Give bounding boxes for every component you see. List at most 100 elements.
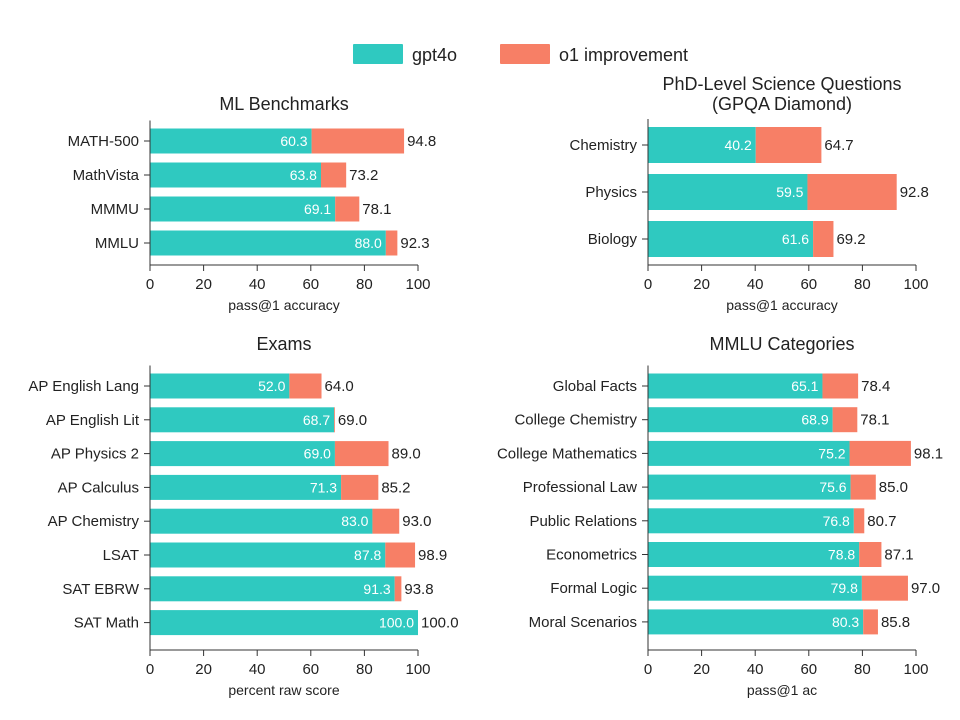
x-tick-label: 20 <box>195 661 212 678</box>
data-label-total: 92.3 <box>400 235 429 252</box>
x-tick-label: 40 <box>747 661 764 678</box>
x-tick-label: 0 <box>644 276 652 293</box>
data-label-gpt4o: 100.0 <box>379 615 414 631</box>
category-label: SAT Math <box>74 615 139 632</box>
legend-swatch-gpt4o <box>353 44 403 64</box>
data-label-gpt4o: 79.8 <box>831 580 858 596</box>
x-tick-label: 60 <box>302 276 319 293</box>
data-label-gpt4o: 87.8 <box>354 547 381 563</box>
bar-o1-improvement <box>289 373 322 399</box>
bar-gpt4o <box>648 609 864 635</box>
category-label: Formal Logic <box>550 580 637 597</box>
category-label: Public Relations <box>529 513 637 530</box>
bar-gpt4o <box>150 407 335 433</box>
bar-o1-improvement <box>849 440 911 466</box>
category-label: AP Chemistry <box>48 513 140 530</box>
category-label: AP English Lang <box>28 378 139 395</box>
bar-gpt4o <box>648 474 851 500</box>
x-tick-label: 100 <box>903 276 928 293</box>
x-tick-label: 60 <box>800 661 817 678</box>
bar-gpt4o <box>150 162 321 188</box>
data-label-gpt4o: 60.3 <box>280 133 307 149</box>
bar-o1-improvement <box>832 407 858 433</box>
chart-panel-2: PhD-Level Science Questions(GPQA Diamond… <box>569 74 928 313</box>
category-label: MATH-500 <box>68 133 139 150</box>
data-label-total: 93.8 <box>404 581 433 598</box>
data-label-total: 78.1 <box>860 412 889 429</box>
x-tick-label: 100 <box>405 276 430 293</box>
x-tick-label: 20 <box>195 276 212 293</box>
x-tick-label: 40 <box>747 276 764 293</box>
bar-o1-improvement <box>311 128 405 154</box>
x-axis-label: pass@1 accuracy <box>228 297 339 313</box>
data-label-total: 100.0 <box>421 615 459 632</box>
category-label: College Mathematics <box>497 445 637 462</box>
x-tick-label: 100 <box>405 661 430 678</box>
category-label: MMMU <box>91 201 139 218</box>
legend-label-o1-improvement: o1 improvement <box>559 45 688 65</box>
bar-gpt4o <box>150 610 418 636</box>
bar-gpt4o <box>648 542 860 567</box>
bar-o1-improvement <box>334 407 335 433</box>
chart-panel-3: Exams AP English Lang 52.0 64.0 AP English L… <box>28 334 458 698</box>
x-tick-label: 80 <box>854 661 871 678</box>
bar-gpt4o <box>648 440 850 466</box>
category-label: Chemistry <box>569 137 637 154</box>
x-tick-label: 80 <box>854 276 871 293</box>
bar-o1-improvement <box>853 508 865 534</box>
data-label-total: 87.1 <box>884 547 913 564</box>
x-tick-label: 60 <box>302 661 319 678</box>
bar-o1-improvement <box>863 609 878 635</box>
bar-gpt4o <box>648 575 862 601</box>
data-label-total: 69.0 <box>338 412 367 429</box>
x-tick-label: 0 <box>644 661 652 678</box>
data-label-gpt4o: 88.0 <box>355 235 382 251</box>
bar-o1-improvement <box>859 542 882 567</box>
data-label-gpt4o: 40.2 <box>724 137 751 153</box>
x-tick-label: 60 <box>800 276 817 293</box>
data-label-total: 85.0 <box>879 479 908 496</box>
bar-gpt4o <box>150 128 312 154</box>
category-label: Physics <box>585 184 637 201</box>
bar-gpt4o <box>150 576 395 602</box>
bar-o1-improvement <box>755 127 822 163</box>
data-label-gpt4o: 63.8 <box>290 167 317 183</box>
bar-o1-improvement <box>385 542 416 568</box>
bar-gpt4o <box>648 508 854 534</box>
data-label-total: 80.7 <box>867 513 896 530</box>
category-label: Biology <box>588 231 638 248</box>
category-label: MMLU <box>95 235 139 252</box>
bar-gpt4o <box>648 174 808 210</box>
bar-o1-improvement <box>334 441 389 467</box>
chart-title: PhD-Level Science Questions <box>662 74 901 94</box>
data-label-gpt4o: 83.0 <box>341 513 368 529</box>
category-label: AP Physics 2 <box>51 446 139 463</box>
category-label: SAT EBRW <box>62 581 140 598</box>
category-label: Global Facts <box>553 378 637 395</box>
data-label-total: 98.9 <box>418 547 447 564</box>
data-label-gpt4o: 75.6 <box>819 479 846 495</box>
bar-gpt4o <box>648 221 814 257</box>
data-label-gpt4o: 91.3 <box>363 581 390 597</box>
bar-gpt4o <box>648 373 823 399</box>
x-tick-label: 0 <box>146 276 154 293</box>
data-label-gpt4o: 80.3 <box>832 614 859 630</box>
bar-o1-improvement <box>861 575 908 601</box>
data-label-total: 64.0 <box>325 378 354 395</box>
x-tick-label: 100 <box>903 661 928 678</box>
bar-o1-improvement <box>807 174 897 210</box>
data-label-gpt4o: 69.1 <box>304 201 331 217</box>
bar-o1-improvement <box>822 373 859 399</box>
data-label-total: 94.8 <box>407 133 436 150</box>
bar-gpt4o <box>150 508 373 534</box>
data-label-total: 73.2 <box>349 167 378 184</box>
bar-gpt4o <box>648 407 833 433</box>
chart-panel-4: MMLU Categories Global Facts 65.1 78.4 Colle… <box>497 334 943 698</box>
bar-o1-improvement <box>335 196 360 222</box>
bar-o1-improvement <box>385 230 398 256</box>
bar-gpt4o <box>150 230 386 256</box>
bar-gpt4o <box>150 441 335 467</box>
data-label-gpt4o: 76.8 <box>823 513 850 529</box>
data-label-total: 78.4 <box>861 378 890 395</box>
